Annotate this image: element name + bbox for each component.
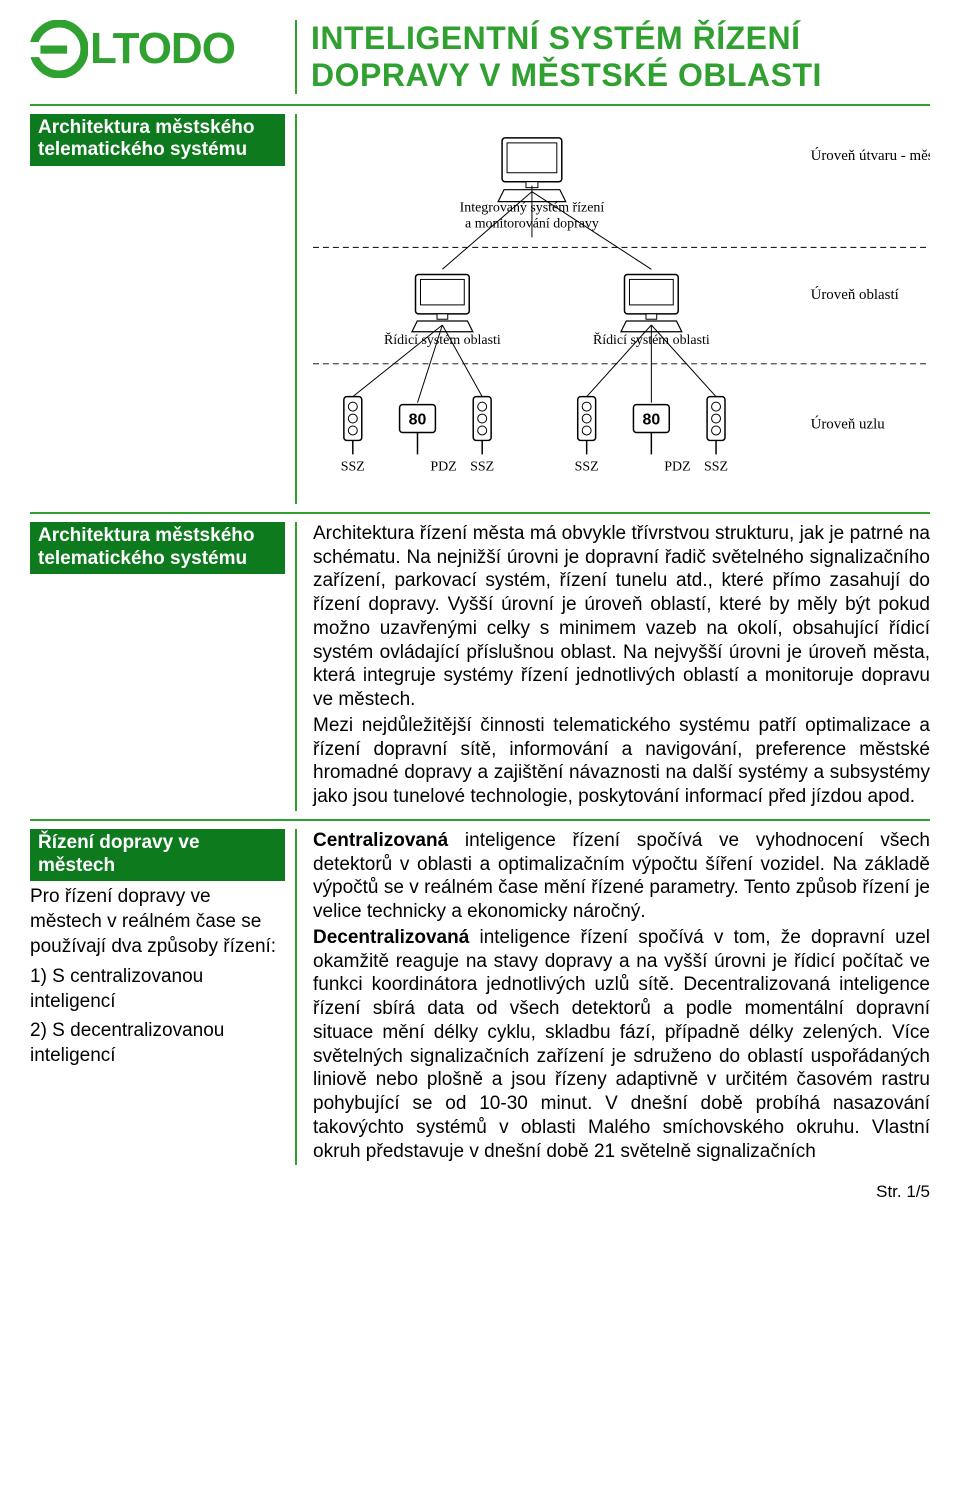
- svg-text:SSZ: SSZ: [341, 459, 365, 474]
- logo: LTODO: [30, 20, 285, 78]
- paragraph-central: Centralizovaná inteligence řízení spočív…: [313, 829, 930, 924]
- divider-vertical: [295, 20, 297, 94]
- svg-text:PDZ: PDZ: [664, 459, 690, 474]
- text-decentral: inteligence řízení spočívá v tom, že dop…: [313, 927, 930, 1162]
- section-label-1: Architektura městského telematického sys…: [30, 114, 285, 167]
- sidebar-item-1: 1) S centralizovanou inteligencí: [30, 965, 285, 1014]
- logo-mark-icon: [30, 20, 88, 78]
- logo-cell: LTODO: [30, 20, 295, 78]
- logo-text: LTODO: [90, 20, 235, 77]
- row-control: Řízení dopravy ve městech Pro řízení dop…: [30, 829, 930, 1166]
- sidebar-sec1: Architektura městského telematického sys…: [30, 114, 295, 504]
- svg-text:PDZ: PDZ: [430, 459, 456, 474]
- paragraph-arch-1: Architektura řízení města má obvykle tří…: [313, 522, 930, 712]
- paragraph-decentral: Decentralizovaná inteligence řízení spoč…: [313, 926, 930, 1164]
- sidebar-intro: Pro řízení dopravy ve městech v reálném …: [30, 885, 285, 959]
- section-label-2: Architektura městského telematického sys…: [30, 522, 285, 575]
- svg-text:SSZ: SSZ: [575, 459, 599, 474]
- svg-text:SSZ: SSZ: [704, 459, 728, 474]
- divider-horizontal-3: [30, 819, 930, 821]
- divider-horizontal-2: [30, 512, 930, 514]
- sidebar-sec3-text: Pro řízení dopravy ve městech v reálném …: [30, 885, 285, 1068]
- svg-text:SSZ: SSZ: [470, 459, 494, 474]
- sidebar-sec3: Řízení dopravy ve městech Pro řízení dop…: [30, 829, 295, 1166]
- svg-text:Úroveň oblastí: Úroveň oblastí: [811, 286, 899, 303]
- body-arch: Architektura řízení města má obvykle tří…: [295, 522, 930, 811]
- section-label-3: Řízení dopravy ve městech: [30, 829, 285, 882]
- svg-text:80: 80: [409, 411, 427, 428]
- page-title: INTELIGENTNÍ SYSTÉM ŘÍZENÍ DOPRAVY V MĚS…: [311, 20, 930, 94]
- svg-text:Řídicí systém oblasti: Řídicí systém oblasti: [384, 331, 501, 348]
- divider-horizontal: [30, 104, 930, 106]
- header: LTODO INTELIGENTNÍ SYSTÉM ŘÍZENÍ DOPRAVY…: [30, 20, 930, 94]
- row-arch-text: Architektura městského telematického sys…: [30, 522, 930, 811]
- body-control: Centralizovaná inteligence řízení spočív…: [295, 829, 930, 1166]
- bold-decentral: Decentralizovaná: [313, 927, 469, 948]
- architecture-diagram: Integrovaný systém řízenía monitorování …: [313, 120, 930, 488]
- spacer: [30, 578, 285, 738]
- bold-central: Centralizovaná: [313, 830, 448, 851]
- title-cell: INTELIGENTNÍ SYSTÉM ŘÍZENÍ DOPRAVY V MĚS…: [311, 20, 930, 94]
- row-diagram: Architektura městského telematického sys…: [30, 114, 930, 504]
- svg-text:Úroveň útvaru - města: Úroveň útvaru - města: [811, 146, 930, 163]
- page-footer: Str. 1/5: [30, 1181, 930, 1203]
- svg-text:Úroveň uzlu: Úroveň uzlu: [811, 415, 886, 432]
- svg-text:80: 80: [643, 411, 661, 428]
- sidebar-sec2: Architektura městského telematického sys…: [30, 522, 295, 811]
- sidebar-item-2: 2) S decentralizovanou inteligencí: [30, 1019, 285, 1068]
- diagram-cell: Integrovaný systém řízenía monitorování …: [295, 114, 930, 504]
- paragraph-arch-2: Mezi nejdůležitější činnosti telematické…: [313, 714, 930, 809]
